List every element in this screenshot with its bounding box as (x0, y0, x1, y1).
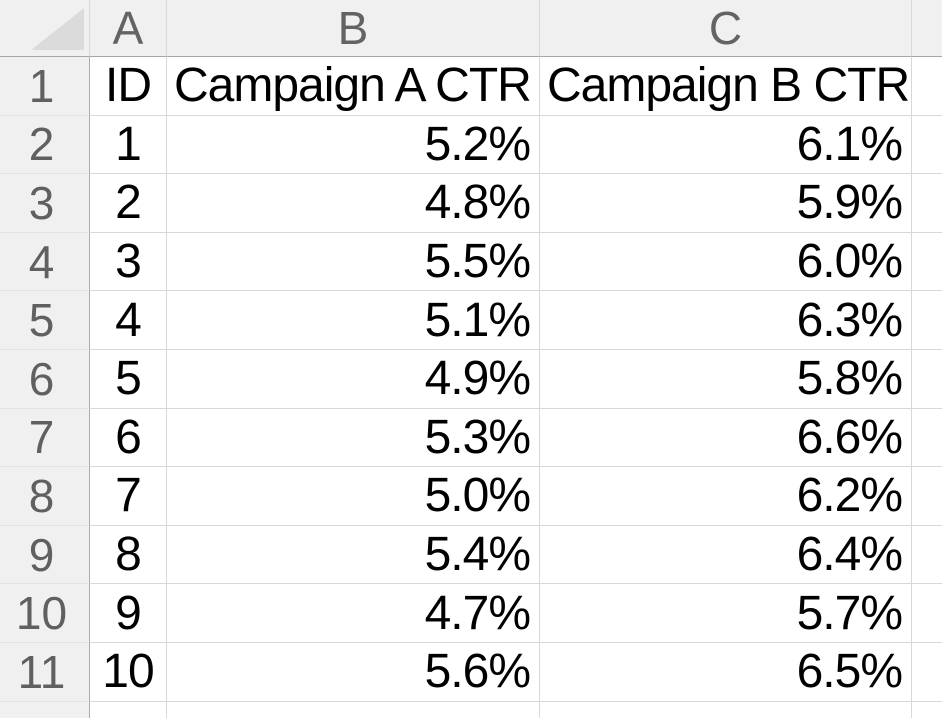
row-number-1[interactable]: 1 (0, 57, 90, 116)
cell-B4[interactable]: 5.5% (167, 232, 540, 292)
cell-C9[interactable]: 6.4% (540, 525, 912, 585)
cell-A8[interactable]: 7 (90, 467, 167, 526)
cell-D12[interactable] (912, 701, 942, 718)
spreadsheet-row-1: 1 ID Campaign A CTR Campaign B CTR (0, 57, 942, 116)
cell-B1[interactable]: Campaign A CTR (167, 57, 540, 116)
cell-D5[interactable] (912, 291, 942, 350)
spreadsheet-row-11: 11 10 5.6% 6.5% (0, 642, 942, 702)
cell-D2[interactable] (912, 115, 942, 175)
select-all-triangle-icon (31, 8, 84, 50)
column-header-a[interactable]: A (90, 0, 167, 57)
cell-B3[interactable]: 4.8% (167, 174, 540, 233)
cell-D3[interactable] (912, 174, 942, 233)
row-number-12[interactable] (0, 701, 90, 718)
cell-B12[interactable] (167, 701, 540, 718)
cell-D6[interactable] (912, 349, 942, 409)
cell-B2[interactable]: 5.2% (167, 115, 540, 175)
spreadsheet-row-9: 9 8 5.4% 6.4% (0, 525, 942, 585)
spreadsheet-row-6: 6 5 4.9% 5.8% (0, 349, 942, 409)
cell-A5[interactable]: 4 (90, 291, 167, 350)
cell-C4[interactable]: 6.0% (540, 232, 912, 292)
cell-C11[interactable]: 6.5% (540, 642, 912, 702)
cell-A12[interactable] (90, 701, 167, 718)
cell-D4[interactable] (912, 232, 942, 292)
spreadsheet-row-3: 3 2 4.8% 5.9% (0, 174, 942, 233)
row-number-10[interactable]: 10 (0, 584, 90, 643)
cell-D10[interactable] (912, 584, 942, 643)
cell-A11[interactable]: 10 (90, 642, 167, 702)
row-number-2[interactable]: 2 (0, 115, 90, 175)
cell-B8[interactable]: 5.0% (167, 467, 540, 526)
row-number-7[interactable]: 7 (0, 408, 90, 468)
cell-D11[interactable] (912, 642, 942, 702)
spreadsheet-row-8: 8 7 5.0% 6.2% (0, 467, 942, 526)
cell-A6[interactable]: 5 (90, 349, 167, 409)
cell-C5[interactable]: 6.3% (540, 291, 912, 350)
spreadsheet-row-2: 2 1 5.2% 6.1% (0, 115, 942, 175)
cell-D1[interactable] (912, 57, 942, 116)
cell-C2[interactable]: 6.1% (540, 115, 912, 175)
spreadsheet-row-4: 4 3 5.5% 6.0% (0, 232, 942, 292)
cell-A2[interactable]: 1 (90, 115, 167, 175)
spreadsheet-row-10: 10 9 4.7% 5.7% (0, 584, 942, 643)
cell-C7[interactable]: 6.6% (540, 408, 912, 468)
column-header-b[interactable]: B (167, 0, 540, 57)
cell-C1[interactable]: Campaign B CTR (540, 57, 912, 116)
cell-A3[interactable]: 2 (90, 174, 167, 233)
row-number-5[interactable]: 5 (0, 291, 90, 350)
row-number-8[interactable]: 8 (0, 467, 90, 526)
spreadsheet-row-7: 7 6 5.3% 6.6% (0, 408, 942, 468)
cell-A1[interactable]: ID (90, 57, 167, 116)
cell-C3[interactable]: 5.9% (540, 174, 912, 233)
select-all-corner[interactable] (0, 0, 90, 57)
cell-A4[interactable]: 3 (90, 232, 167, 292)
row-number-3[interactable]: 3 (0, 174, 90, 233)
cell-B9[interactable]: 5.4% (167, 525, 540, 585)
cell-C12[interactable] (540, 701, 912, 718)
cell-A9[interactable]: 8 (90, 525, 167, 585)
cell-D9[interactable] (912, 525, 942, 585)
row-number-4[interactable]: 4 (0, 232, 90, 292)
cell-C8[interactable]: 6.2% (540, 467, 912, 526)
spreadsheet-row-12-partial (0, 701, 942, 718)
column-header-row: A B C (0, 0, 942, 57)
column-header-d-partial[interactable] (912, 0, 942, 57)
cell-C10[interactable]: 5.7% (540, 584, 912, 643)
cell-C6[interactable]: 5.8% (540, 349, 912, 409)
rows-container: 1 ID Campaign A CTR Campaign B CTR 2 1 5.2% 6.1… (0, 57, 942, 702)
row-number-6[interactable]: 6 (0, 349, 90, 409)
cell-B10[interactable]: 4.7% (167, 584, 540, 643)
row-number-9[interactable]: 9 (0, 525, 90, 585)
row-number-11[interactable]: 11 (0, 642, 90, 702)
spreadsheet-row-5: 5 4 5.1% 6.3% (0, 291, 942, 350)
cell-D8[interactable] (912, 467, 942, 526)
column-header-c[interactable]: C (540, 0, 912, 57)
cell-A10[interactable]: 9 (90, 584, 167, 643)
cell-B11[interactable]: 5.6% (167, 642, 540, 702)
cell-D7[interactable] (912, 408, 942, 468)
cell-B6[interactable]: 4.9% (167, 349, 540, 409)
cell-B5[interactable]: 5.1% (167, 291, 540, 350)
cell-A7[interactable]: 6 (90, 408, 167, 468)
cell-B7[interactable]: 5.3% (167, 408, 540, 468)
